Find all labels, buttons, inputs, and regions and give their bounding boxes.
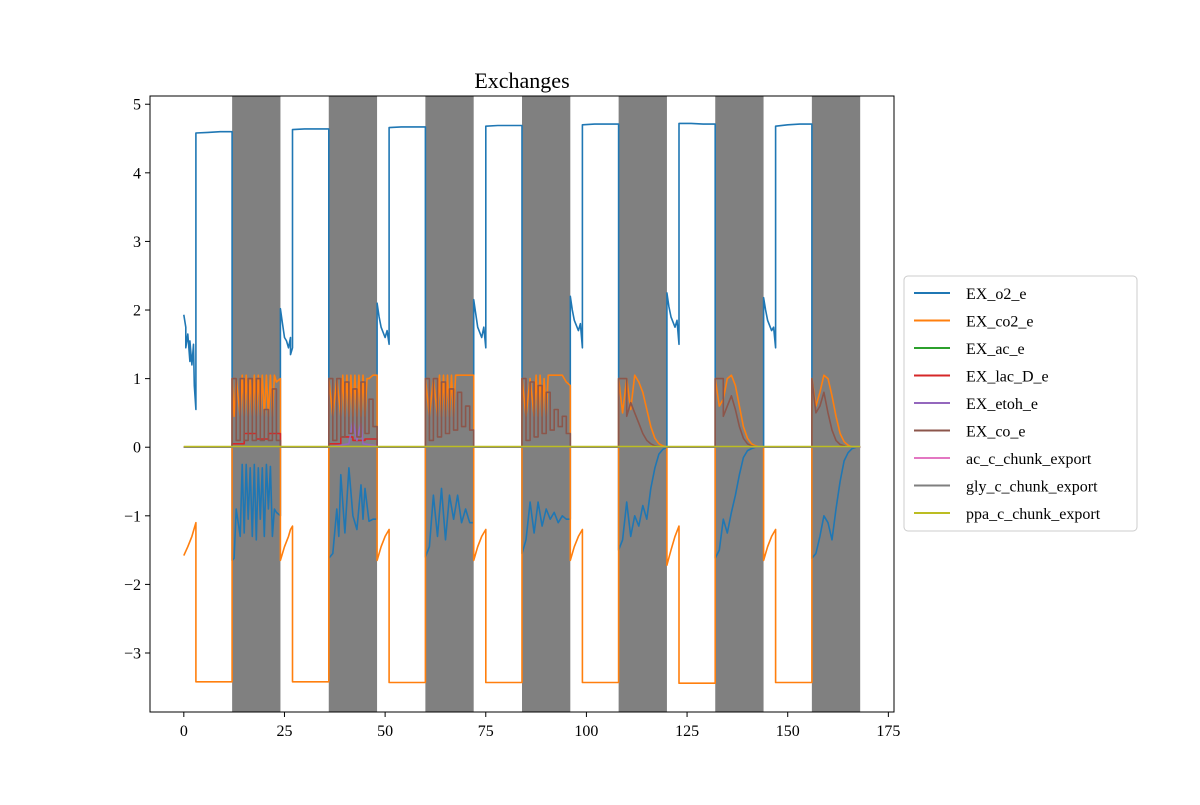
dark-period-band [811, 96, 861, 712]
x-axis-ticks: 0 25 50 75 100 125 150 175 [180, 712, 900, 740]
axes-frame [149, 95, 895, 713]
legend-label: EX_etoh_e [966, 396, 1038, 413]
legend-label: ppa_c_chunk_export [966, 506, 1101, 523]
y-tick-label: 3 [133, 234, 141, 251]
legend-label: ac_c_chunk_export [966, 451, 1092, 468]
x-tick-label: 175 [876, 723, 900, 740]
y-axis-ticks: −3 −2 −1 0 1 2 3 4 5 [124, 97, 150, 663]
legend-label: EX_co2_e [966, 314, 1034, 331]
y-tick-label: 1 [133, 371, 141, 388]
x-tick-label: 150 [776, 723, 800, 740]
legend: EX_o2_e EX_co2_e EX_ac_e EX_lac_D_e EX_etoh_… [903, 275, 1138, 532]
x-tick-label: 75 [478, 723, 494, 740]
x-tick-label: 25 [276, 723, 292, 740]
x-tick-label: 50 [377, 723, 393, 740]
series-line-ex-co2-e [183, 374, 861, 685]
legend-label: EX_lac_D_e [966, 369, 1049, 386]
y-tick-label: 5 [133, 97, 141, 114]
y-tick-label: 2 [133, 303, 141, 320]
legend-label: EX_co_e [966, 424, 1026, 441]
y-tick-label: 0 [133, 440, 141, 457]
series-lines [183, 122, 861, 685]
legend-label: EX_ac_e [966, 341, 1025, 358]
x-tick-label: 0 [180, 723, 188, 740]
dark-period-band [618, 96, 667, 712]
y-tick-label: −2 [124, 577, 141, 594]
legend-label: gly_c_chunk_export [966, 479, 1098, 496]
legend-box [903, 275, 1138, 532]
series-line-ex-o2-e [183, 122, 861, 562]
x-tick-label: 125 [675, 723, 699, 740]
chart-title: Exchanges [474, 68, 569, 93]
legend-label: EX_o2_e [966, 286, 1026, 303]
y-tick-label: −3 [124, 646, 141, 663]
x-tick-label: 100 [574, 723, 598, 740]
series-line-ex-co-e [183, 377, 861, 449]
y-tick-label: −1 [124, 508, 141, 525]
y-tick-label: 4 [133, 165, 141, 182]
